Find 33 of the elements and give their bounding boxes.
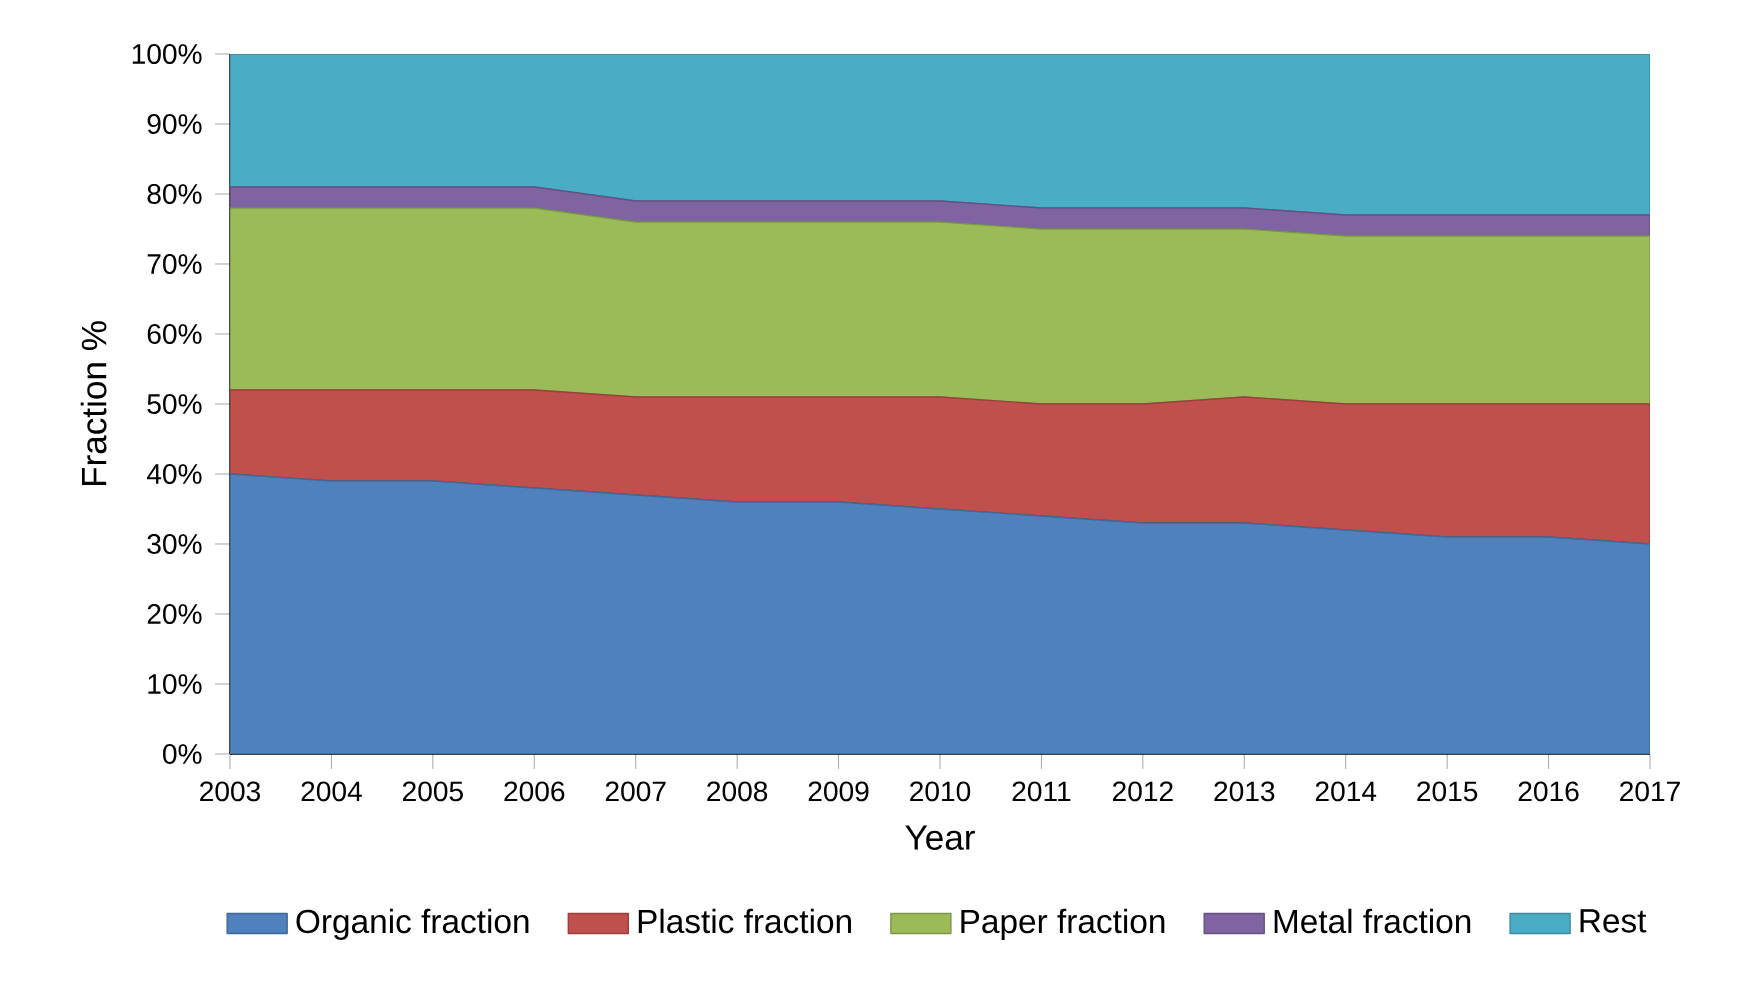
legend-label: Metal fraction [1274, 908, 1471, 934]
x-tick-label: 2010 [910, 781, 971, 802]
x-tick-label: 2014 [1315, 781, 1377, 802]
y-tick-label: 50% [147, 394, 202, 414]
x-tick-label: 2009 [808, 781, 869, 802]
x-tick-label: 2017 [1620, 781, 1680, 802]
x-tick-label: 2005 [403, 781, 463, 802]
y-tick-label: 90% [147, 114, 202, 134]
y-tick-label: 100% [132, 44, 202, 64]
y-tick-label: 30% [147, 534, 202, 554]
x-tick-label: 2008 [707, 781, 768, 802]
legend-label: Paper fraction [961, 908, 1165, 940]
x-tick-label: 2003 [200, 781, 261, 802]
x-tick-label: 2006 [504, 781, 565, 802]
legend-label: Organic fraction [296, 908, 529, 940]
x-tick-label: 2011 [1012, 781, 1071, 802]
x-tick-label: 2016 [1518, 781, 1579, 802]
legend-label: Plastic fraction [638, 908, 851, 934]
x-tick-label: 2007 [605, 781, 666, 802]
x-tick-label: 2012 [1113, 781, 1173, 802]
y-tick-label: 10% [148, 674, 202, 694]
y-tick-label: 60% [147, 324, 202, 344]
x-axis-title: Year [905, 825, 975, 850]
y-tick-label: 80% [147, 184, 202, 204]
y-tick-label: 70% [147, 254, 202, 274]
x-tick-label: 2004 [301, 781, 362, 802]
y-tick-label: 20% [147, 604, 202, 624]
x-tick-label: 2013 [1214, 781, 1275, 802]
y-tick-label: 0% [163, 744, 202, 764]
x-tick-label: 2015 [1417, 781, 1478, 802]
legend-label: Rest [1580, 909, 1647, 933]
y-tick-label: 40% [146, 464, 202, 484]
y-axis-title: Fraction % [80, 321, 107, 486]
